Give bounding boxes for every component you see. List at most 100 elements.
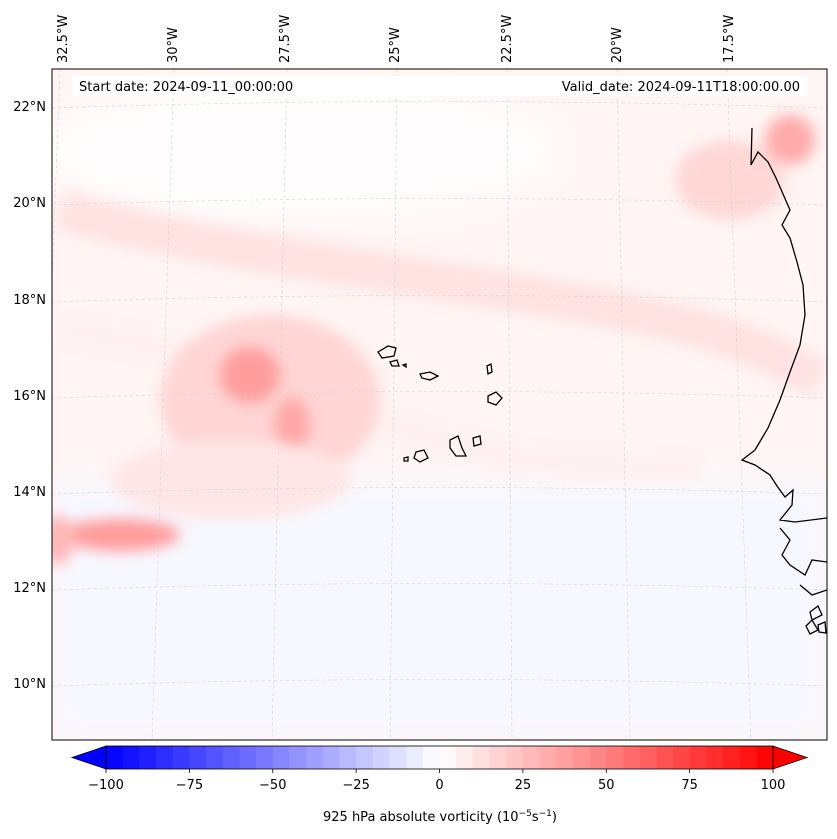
colorbar-title: 925 hPa absolute vorticity (10−5s−1) [323,809,557,825]
colorbar-segment [639,746,657,769]
colorbar-tick-label: 75 [681,778,698,793]
meridian-25w [389,69,398,740]
colorbar-tick-label: −25 [342,778,369,793]
island-santa-luzia [401,363,407,369]
lat-label-18n: 18°N [13,293,46,308]
colorbar-tick-label: 0 [435,778,443,793]
colorbar-segment [222,746,240,769]
colorbar-segment [389,746,407,769]
colorbar-segment [656,746,674,769]
cape-verde-islands [377,345,503,463]
colorbar-segment [139,746,157,769]
bissagos-island-3 [817,621,827,634]
coastline [740,127,827,635]
bissagos-island-1 [809,604,823,621]
lon-label-20w: 20°W [610,27,625,63]
colorbar-segment [306,746,324,769]
colorbar-tick-label: −75 [176,778,203,793]
island-santiago [449,435,468,457]
africa-coast-guinea [799,584,827,596]
colorbar-segment [706,746,724,769]
vorticity-band-2 [58,315,702,485]
coastal-max-north-2 [765,115,815,165]
colorbar-segment [156,746,174,769]
start-date-label: Start date: 2024-09-11_00:00:00 [79,80,293,95]
colorbar-tick-label: −100 [88,778,124,793]
island-fogo [413,449,429,463]
vorticity-max-2 [274,397,310,453]
colorbar-segments [106,746,774,769]
colorbar-segment [522,746,541,769]
colorbar-extend-max-arrow [772,745,809,770]
africa-coast-guinea-bissau [779,527,827,576]
colorbar-segment [256,746,274,769]
colorbar-segment [439,746,457,769]
colorbar-segment [689,746,707,769]
colorbar-segment [289,746,307,769]
colorbar-extend-min-arrow [70,745,107,770]
meridian-17-5w [726,69,752,740]
colorbar-segment [422,746,440,769]
parallel-22n [52,101,827,109]
parallel-16n [52,391,827,399]
lon-label-22-5w: 22.5°W [500,15,515,63]
coastal-max-north [675,140,785,220]
parallel-18n [52,295,827,303]
parallel-20n [52,198,827,206]
colorbar-ticks: −100 −75 −50 −25 0 25 50 75 100 [88,769,785,793]
colorbar-segment [172,746,190,769]
island-brava [403,456,409,462]
colorbar-segment [606,746,624,769]
colorbar-segment [756,746,774,769]
latitude-labels: 22°N 20°N 18°N 16°N 14°N 12°N 10°N [13,100,46,692]
colorbar-tick-label: 50 [598,778,615,793]
colorbar-segment [339,746,357,769]
lon-label-30w: 30°W [166,27,181,63]
colorbar-segment [122,746,140,769]
date-banner [72,76,808,96]
lon-label-17-5w: 17.5°W [722,15,737,63]
neutral-band-north [52,80,560,220]
meridian-27-5w [271,69,288,740]
trailing-band [110,440,350,520]
colorbar-segment [672,746,691,769]
vorticity-max-1 [220,347,280,403]
vorticity-band-1 [54,190,827,398]
colorbar-segment [406,746,424,769]
meridian-22-5w [506,69,513,740]
island-sao-vicente [389,359,400,367]
africa-coast-main [740,127,827,523]
parallel-10n [52,679,827,687]
lon-label-25w: 25°W [388,27,403,63]
graticule [52,69,827,740]
lat-label-12n: 12°N [13,581,46,596]
colorbar-segment [556,746,574,769]
lat-label-14n: 14°N [13,485,46,500]
map-frame [51,68,828,741]
lat-label-10n: 10°N [13,677,46,692]
colorbar-segment [272,746,290,769]
colorbar-segment [322,746,340,769]
meridian-20w [616,69,631,740]
map-panel: Start date: 2024-09-11_00:00:00 Valid_da… [52,69,827,740]
colorbar-segment [239,746,257,769]
vorticity-max-3 [60,519,180,551]
colorbar-tick-label: 25 [515,778,532,793]
colorbar-segment [506,746,524,769]
colorbar-segment [472,746,491,769]
colorbar-segment [589,746,607,769]
colorbar-segment [489,746,507,769]
parallel-12n [52,583,827,591]
bissagos-island-2 [805,618,819,635]
colorbar: −100 −75 −50 −25 0 25 50 75 100 925 hPa absolute… [70,745,809,825]
colorbar-segment [722,746,741,769]
valid-date-label: Valid_date: 2024-09-11T18:00:00.00 [562,80,800,95]
colorbar-segment [372,746,390,769]
colorbar-tick-label: 100 [761,778,786,793]
island-sao-nicolau [419,371,440,381]
vorticity-field [52,80,827,740]
colorbar-segment [456,746,474,769]
lat-label-16n: 16°N [13,389,46,404]
colorbar-segment [106,746,124,769]
